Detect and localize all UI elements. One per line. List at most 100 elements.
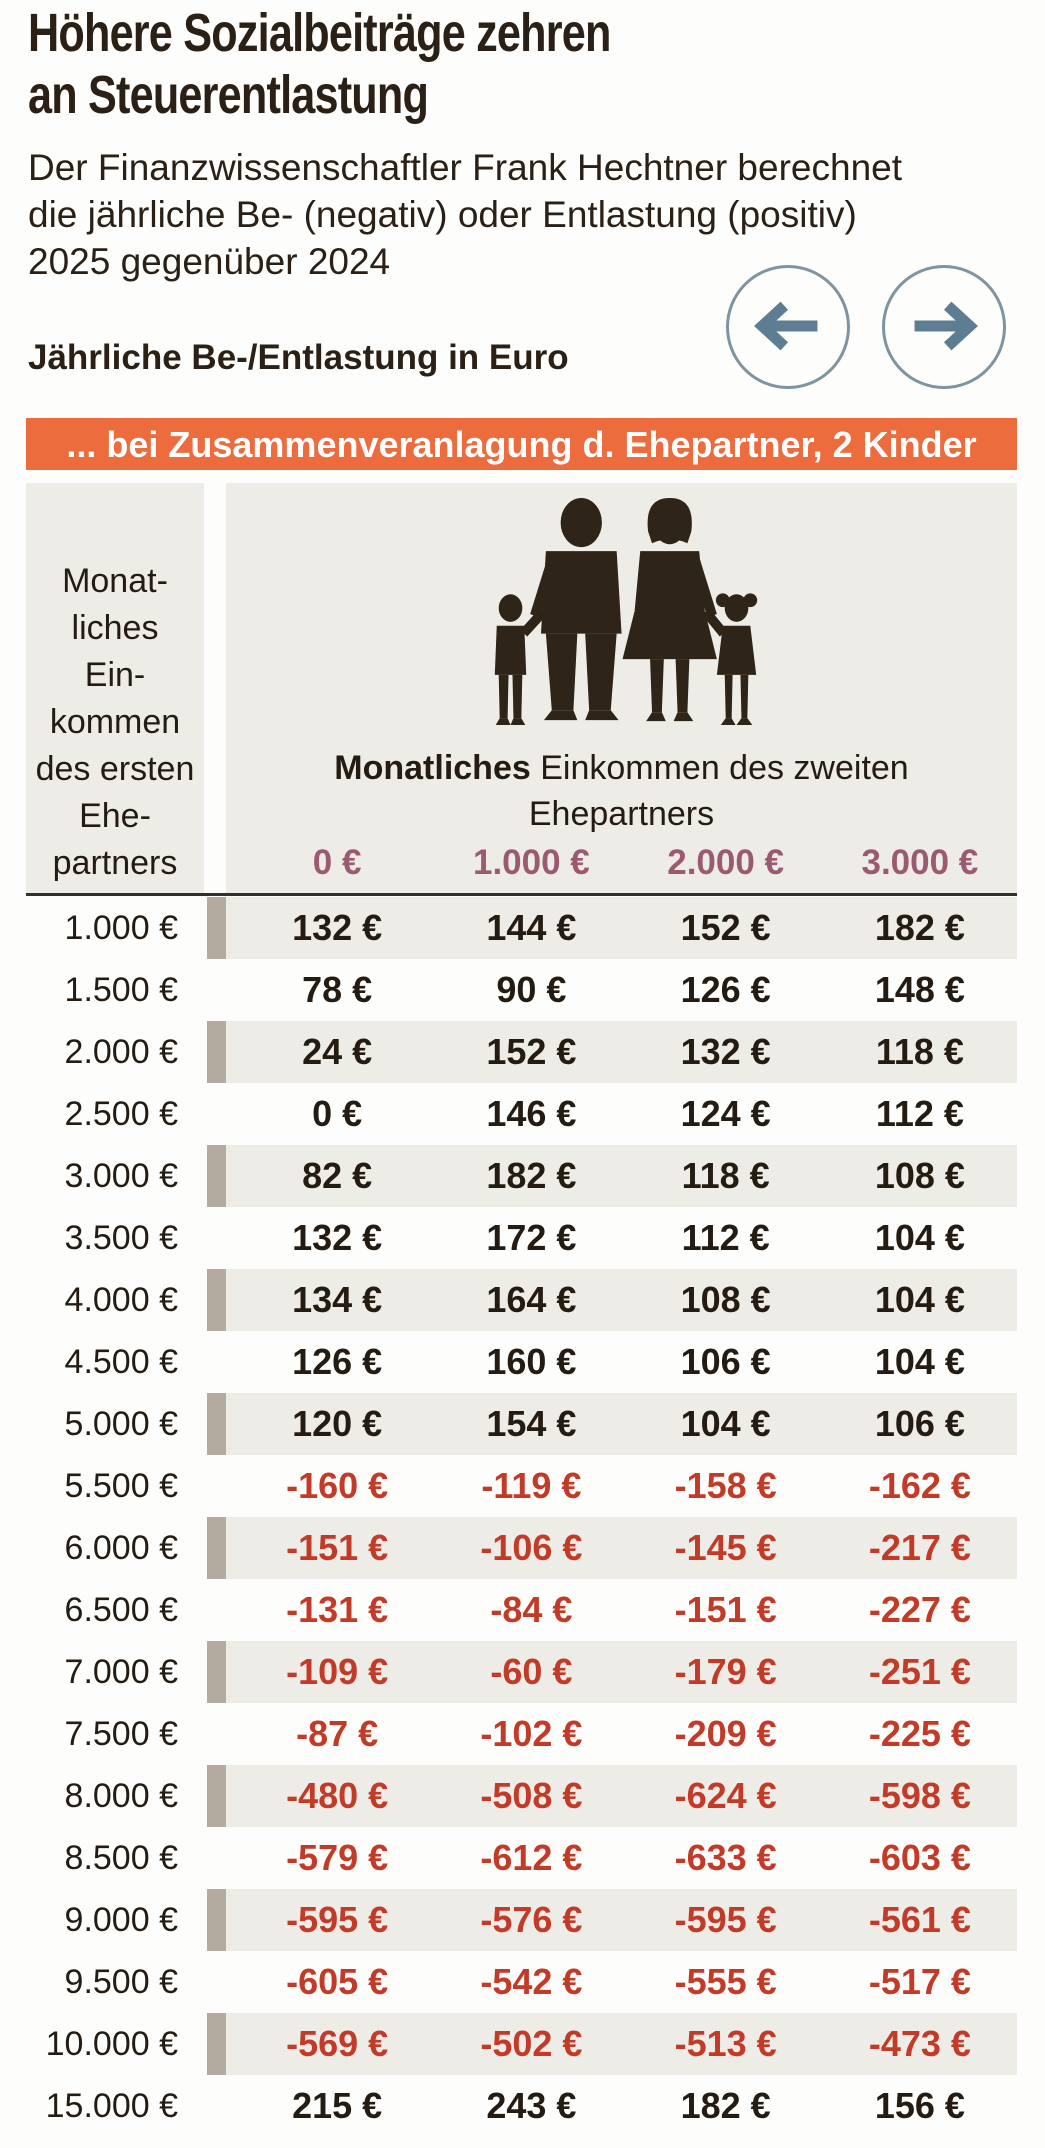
value-cell: 146 €	[486, 1093, 577, 1134]
row-values: -480 € -508 € -624 € -598 €	[226, 1765, 1017, 1827]
row-values: 134 € 164 € 108 € 104 €	[226, 1269, 1017, 1331]
table-row: 5.500 € -160 € -119 € -158 € -162 €	[0, 1455, 1045, 1517]
row-marker	[204, 1951, 226, 2013]
row-values: -131 € -84 € -151 € -227 €	[226, 1579, 1017, 1641]
row-marker	[204, 1207, 226, 1269]
value-cell: 182 €	[874, 907, 965, 948]
value-cell: 160 €	[486, 1341, 577, 1382]
value-cell: -119 €	[481, 1465, 582, 1506]
value-cell: 118 €	[875, 1031, 964, 1072]
row-values: -569 € -502 € -513 € -473 €	[226, 2013, 1017, 2075]
table-row: 6.000 € -151 € -106 € -145 € -217 €	[0, 1517, 1045, 1579]
value-cell: 124 €	[680, 1093, 771, 1134]
column-header: 0 €	[312, 843, 362, 882]
value-cell: -517 €	[868, 1961, 971, 2002]
value-cell: 132 €	[292, 1217, 383, 1258]
page-subtitle: Der Finanzwissenschaftler Frank Hechtner…	[28, 144, 902, 285]
row-marker	[204, 1641, 226, 1703]
value-cell: -102 €	[480, 1713, 583, 1754]
row-marker	[204, 897, 226, 959]
row-income-label: 4.000 €	[64, 1280, 178, 1319]
row-values: -595 € -576 € -595 € -561 €	[226, 1889, 1017, 1951]
row-income-label: 9.500 €	[64, 1962, 178, 2001]
value-cell: -131 €	[286, 1589, 389, 1630]
next-button[interactable]	[882, 265, 1006, 389]
row-values: -87 € -102 € -209 € -225 €	[226, 1703, 1017, 1765]
value-cell: 112 €	[875, 1093, 964, 1134]
row-axis-line: Ehe-	[79, 797, 151, 835]
row-marker	[204, 959, 226, 1021]
value-cell: 126 €	[680, 969, 771, 1010]
row-income-label: 7.500 €	[64, 1714, 178, 1753]
row-marker	[204, 1393, 226, 1455]
value-cell: 106 €	[874, 1403, 965, 1444]
subtitle-line: die jährliche Be- (negativ) oder Entlast…	[28, 194, 857, 235]
column-header: 3.000 €	[861, 843, 979, 882]
value-cell: -106 €	[480, 1527, 583, 1568]
value-cell: 152 €	[486, 1031, 577, 1072]
row-income-label: 3.000 €	[64, 1156, 178, 1195]
table-row: 5.000 € 120 € 154 € 104 € 106 €	[0, 1393, 1045, 1455]
row-values: -160 € -119 € -158 € -162 €	[226, 1455, 1017, 1517]
table-row: 4.000 € 134 € 164 € 108 € 104 €	[0, 1269, 1045, 1331]
row-axis-label: Monat- liches Ein- kommen des ersten Ehe…	[26, 483, 204, 893]
row-marker	[204, 2075, 226, 2137]
row-marker	[204, 1455, 226, 1517]
value-cell: -561 €	[868, 1899, 971, 1940]
value-cell: 126 €	[292, 1341, 383, 1382]
value-cell: 182 €	[680, 2085, 771, 2126]
table-body: 1.000 € 132 € 144 € 152 € 182 € 1.500 € 78 € 90…	[0, 897, 1045, 2137]
row-marker	[204, 1083, 226, 1145]
row-values: -109 € -60 € -179 € -251 €	[226, 1641, 1017, 1703]
row-income-label: 2.000 €	[64, 1032, 178, 1071]
value-cell: -60 €	[490, 1651, 573, 1692]
table-row: 4.500 € 126 € 160 € 106 € 104 €	[0, 1331, 1045, 1393]
value-cell: 148 €	[874, 969, 965, 1010]
row-income-label: 5.500 €	[64, 1466, 178, 1505]
row-income-label: 8.000 €	[64, 1776, 178, 1815]
row-axis-line: liches	[71, 609, 159, 647]
column-header: 2.000 €	[667, 843, 785, 882]
column-header: 1.000 €	[472, 843, 590, 882]
value-cell: -209 €	[674, 1713, 777, 1754]
family-icon	[483, 498, 768, 743]
value-cell: 132 €	[292, 907, 383, 948]
value-cell: -87 €	[296, 1713, 379, 1754]
value-cell: 104 €	[874, 1217, 965, 1258]
row-marker	[204, 1579, 226, 1641]
row-values: -151 € -106 € -145 € -217 €	[226, 1517, 1017, 1579]
value-cell: 134 €	[292, 1279, 383, 1320]
row-marker	[204, 1889, 226, 1951]
value-cell: 112 €	[681, 1217, 770, 1258]
value-cell: 78 €	[302, 969, 373, 1010]
row-marker	[204, 1269, 226, 1331]
row-values: 120 € 154 € 104 € 106 €	[226, 1393, 1017, 1455]
value-cell: -158 €	[674, 1465, 777, 1506]
subtitle-line: 2025 gegenüber 2024	[28, 241, 391, 282]
row-income-label: 4.500 €	[64, 1342, 178, 1381]
row-axis-line: Monat-	[62, 562, 168, 600]
table-row: 1.500 € 78 € 90 € 126 € 148 €	[0, 959, 1045, 1021]
row-values: 82 € 182 € 118 € 108 €	[226, 1145, 1017, 1207]
row-values: 126 € 160 € 106 € 104 €	[226, 1331, 1017, 1393]
table-row: 2.000 € 24 € 152 € 132 € 118 €	[0, 1021, 1045, 1083]
value-cell: -151 €	[286, 1527, 389, 1568]
table-row: 9.500 € -605 € -542 € -555 € -517 €	[0, 1951, 1045, 2013]
value-cell: 215 €	[292, 2085, 383, 2126]
value-cell: 144 €	[486, 907, 577, 948]
value-cell: -162 €	[868, 1465, 971, 1506]
value-cell: 164 €	[486, 1279, 577, 1320]
row-marker	[204, 1765, 226, 1827]
row-marker	[204, 1517, 226, 1579]
prev-button[interactable]	[726, 265, 850, 389]
table-row: 1.000 € 132 € 144 € 152 € 182 €	[0, 897, 1045, 959]
table-row: 6.500 € -131 € -84 € -151 € -227 €	[0, 1579, 1045, 1641]
row-income-label: 5.000 €	[64, 1404, 178, 1443]
page-title-line2: an Steuerentlastung	[28, 65, 429, 125]
table-row: 15.000 € 215 € 243 € 182 € 156 €	[0, 2075, 1045, 2137]
unit-label: Jährliche Be-/Entlastung in Euro	[28, 338, 569, 377]
value-cell: 82 €	[302, 1155, 373, 1196]
value-cell: 24 €	[302, 1031, 373, 1072]
value-cell: -84 €	[490, 1589, 573, 1630]
table-row: 7.000 € -109 € -60 € -179 € -251 €	[0, 1641, 1045, 1703]
